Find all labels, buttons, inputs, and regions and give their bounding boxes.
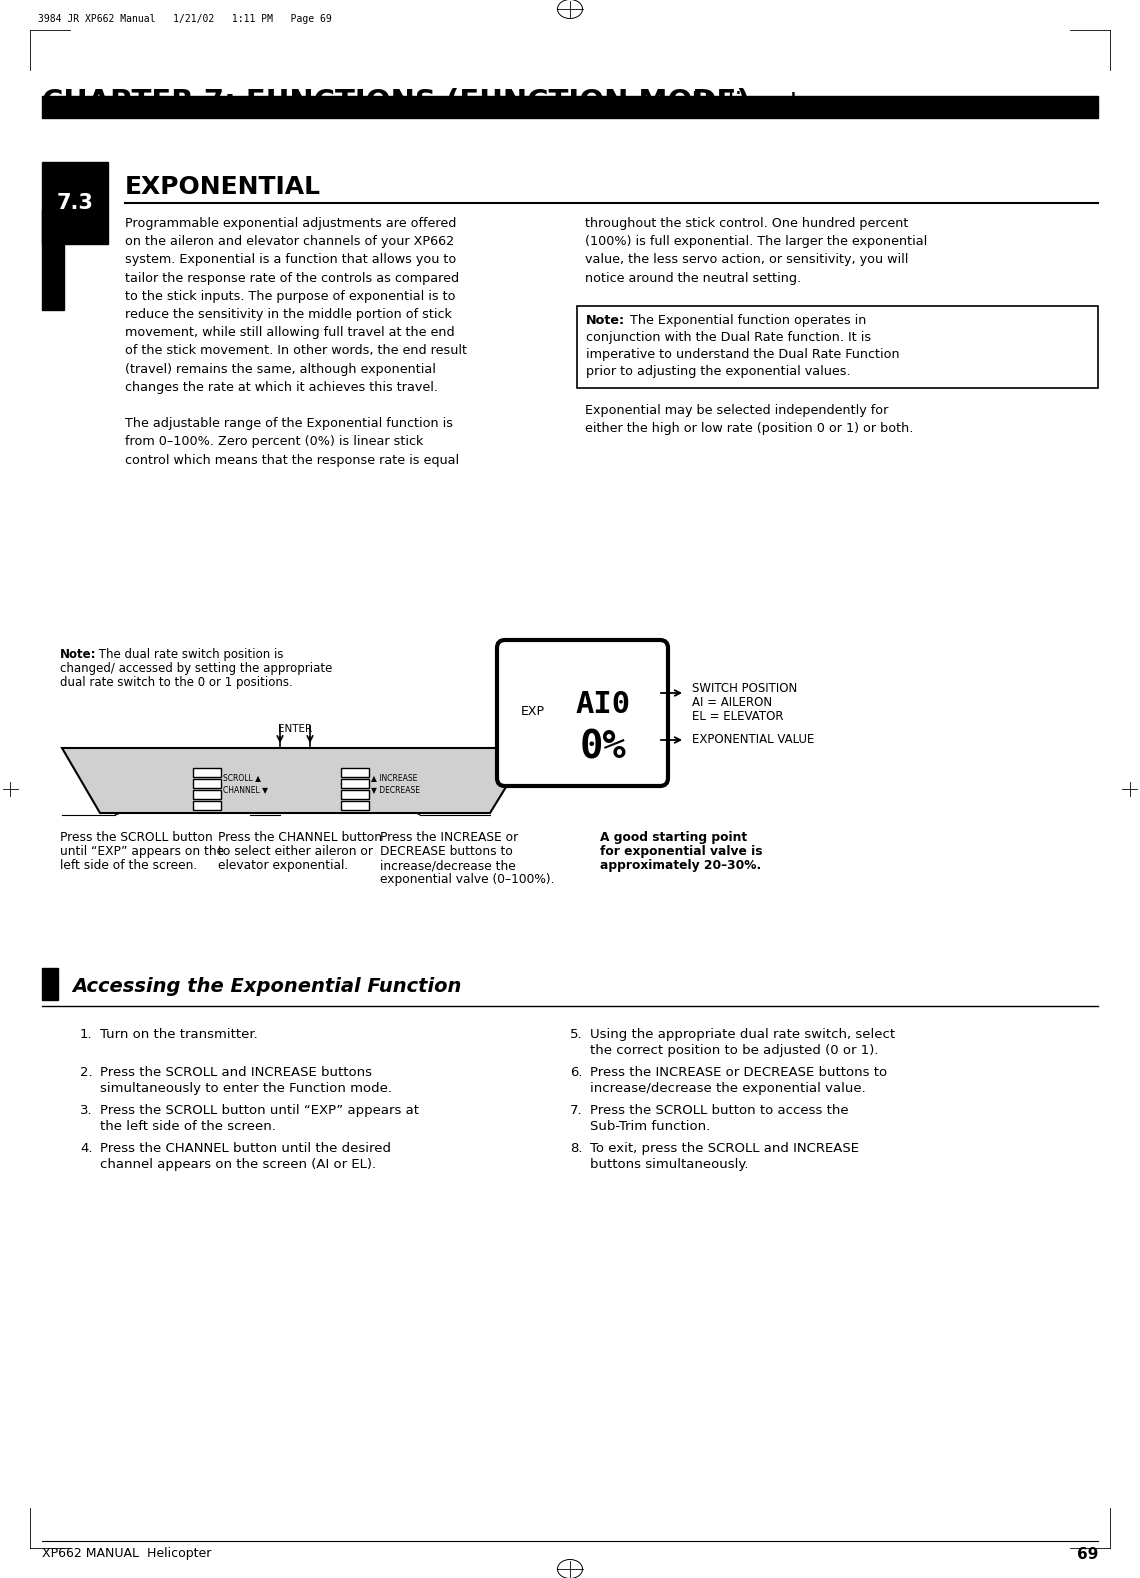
Bar — [42, 163, 108, 245]
Text: buttons simultaneously.: buttons simultaneously. — [591, 1158, 749, 1171]
Text: EXP: EXP — [521, 704, 545, 718]
Text: 69: 69 — [1076, 1546, 1098, 1562]
Text: 0%: 0% — [579, 727, 626, 765]
Text: Press the CHANNEL button: Press the CHANNEL button — [218, 832, 382, 844]
Text: The Exponential function operates in: The Exponential function operates in — [626, 314, 866, 327]
Text: conjunction with the Dual Rate function. It is: conjunction with the Dual Rate function.… — [586, 331, 871, 344]
Text: EXPONENTIAL VALUE: EXPONENTIAL VALUE — [692, 734, 814, 746]
Text: (travel) remains the same, although exponential: (travel) remains the same, although expo… — [125, 363, 435, 376]
Text: exponential valve (0–100%).: exponential valve (0–100%). — [380, 873, 554, 885]
Text: Exponential may be selected independently for: Exponential may be selected independentl… — [585, 404, 888, 417]
Text: notice around the neutral setting.: notice around the neutral setting. — [585, 271, 801, 284]
Text: Using the appropriate dual rate switch, select: Using the appropriate dual rate switch, … — [591, 1027, 895, 1041]
Text: simultaneously to enter the Function mode.: simultaneously to enter the Function mod… — [100, 1083, 392, 1095]
Bar — [42, 967, 58, 1000]
Text: 4.: 4. — [80, 1142, 92, 1155]
Text: elevator exponential.: elevator exponential. — [218, 858, 348, 873]
Bar — [42, 96, 1098, 118]
Text: · Helicopter: · Helicopter — [666, 92, 828, 117]
FancyBboxPatch shape — [497, 641, 668, 786]
Text: ▲ INCREASE: ▲ INCREASE — [370, 773, 417, 783]
Text: Accessing the Exponential Function: Accessing the Exponential Function — [72, 977, 462, 996]
Text: Turn on the transmitter.: Turn on the transmitter. — [100, 1027, 258, 1041]
Text: channel appears on the screen (AI or EL).: channel appears on the screen (AI or EL)… — [100, 1158, 376, 1171]
Text: control which means that the response rate is equal: control which means that the response ra… — [125, 453, 459, 467]
Text: changed/ accessed by setting the appropriate: changed/ accessed by setting the appropr… — [60, 663, 333, 675]
Text: the left side of the screen.: the left side of the screen. — [100, 1120, 276, 1133]
Text: tailor the response rate of the controls as compared: tailor the response rate of the controls… — [125, 271, 459, 284]
Text: 1.: 1. — [80, 1027, 92, 1041]
Text: Programmable exponential adjustments are offered: Programmable exponential adjustments are… — [125, 218, 456, 230]
Text: XP662 MANUAL  Helicopter: XP662 MANUAL Helicopter — [42, 1546, 211, 1561]
Text: (100%) is full exponential. The larger the exponential: (100%) is full exponential. The larger t… — [585, 235, 927, 248]
Text: increase/decrease the exponential value.: increase/decrease the exponential value. — [591, 1083, 865, 1095]
Text: prior to adjusting the exponential values.: prior to adjusting the exponential value… — [586, 365, 850, 379]
Bar — [577, 306, 1098, 388]
Text: ENTER: ENTER — [278, 724, 312, 734]
Text: throughout the stick control. One hundred percent: throughout the stick control. One hundre… — [585, 218, 909, 230]
Text: Press the SCROLL and INCREASE buttons: Press the SCROLL and INCREASE buttons — [100, 1067, 372, 1079]
Bar — [193, 791, 221, 798]
Text: changes the rate at which it achieves this travel.: changes the rate at which it achieves th… — [125, 380, 438, 394]
Bar — [341, 791, 369, 798]
Bar — [341, 802, 369, 810]
Text: system. Exponential is a function that allows you to: system. Exponential is a function that a… — [125, 254, 456, 267]
Text: ▼ DECREASE: ▼ DECREASE — [370, 784, 420, 794]
Text: 7.3: 7.3 — [57, 193, 93, 213]
Text: The dual rate switch position is: The dual rate switch position is — [95, 649, 284, 661]
Text: increase/decrease the: increase/decrease the — [380, 858, 515, 873]
Text: CHANNEL ▼: CHANNEL ▼ — [223, 784, 268, 794]
Text: from 0–100%. Zero percent (0%) is linear stick: from 0–100%. Zero percent (0%) is linear… — [125, 436, 423, 448]
Text: to the stick inputs. The purpose of exponential is to: to the stick inputs. The purpose of expo… — [125, 290, 456, 303]
Text: 5.: 5. — [570, 1027, 583, 1041]
Text: until “EXP” appears on the: until “EXP” appears on the — [60, 844, 225, 858]
Text: AI = AILERON: AI = AILERON — [692, 696, 772, 709]
Text: on the aileron and elevator channels of your XP662: on the aileron and elevator channels of … — [125, 235, 454, 248]
Text: Press the INCREASE or: Press the INCREASE or — [380, 832, 519, 844]
Text: left side of the screen.: left side of the screen. — [60, 858, 197, 873]
Text: value, the less servo action, or sensitivity, you will: value, the less servo action, or sensiti… — [585, 254, 909, 267]
Text: Press the SCROLL button: Press the SCROLL button — [60, 832, 213, 844]
Text: of the stick movement. In other words, the end result: of the stick movement. In other words, t… — [125, 344, 467, 357]
Text: to select either aileron or: to select either aileron or — [218, 844, 373, 858]
Text: imperative to understand the Dual Rate Function: imperative to understand the Dual Rate F… — [586, 349, 899, 361]
Text: either the high or low rate (position 0 or 1) or both.: either the high or low rate (position 0 … — [585, 423, 913, 436]
Text: 3.: 3. — [80, 1105, 92, 1117]
Text: A good starting point: A good starting point — [600, 832, 747, 844]
Bar — [42, 210, 64, 309]
Bar — [193, 780, 221, 787]
Text: 6.: 6. — [570, 1067, 583, 1079]
Text: reduce the sensitivity in the middle portion of stick: reduce the sensitivity in the middle por… — [125, 308, 451, 320]
Text: approximately 20–30%.: approximately 20–30%. — [600, 858, 762, 873]
Bar — [341, 768, 369, 776]
Text: 8.: 8. — [570, 1142, 583, 1155]
Bar — [341, 780, 369, 787]
Text: Press the SCROLL button until “EXP” appears at: Press the SCROLL button until “EXP” appe… — [100, 1105, 420, 1117]
Text: Press the SCROLL button to access the: Press the SCROLL button to access the — [591, 1105, 848, 1117]
Bar — [193, 802, 221, 810]
Text: movement, while still allowing full travel at the end: movement, while still allowing full trav… — [125, 327, 455, 339]
Text: CHAPTER 7: FUNCTIONS (FUNCTION MODE): CHAPTER 7: FUNCTIONS (FUNCTION MODE) — [42, 88, 750, 117]
Text: 2.: 2. — [80, 1067, 92, 1079]
Text: The adjustable range of the Exponential function is: The adjustable range of the Exponential … — [125, 417, 453, 431]
Text: 7.: 7. — [570, 1105, 583, 1117]
Text: 3984 JR XP662 Manual   1/21/02   1:11 PM   Page 69: 3984 JR XP662 Manual 1/21/02 1:11 PM Pag… — [38, 14, 332, 24]
Text: dual rate switch to the 0 or 1 positions.: dual rate switch to the 0 or 1 positions… — [60, 675, 293, 690]
Text: To exit, press the SCROLL and INCREASE: To exit, press the SCROLL and INCREASE — [591, 1142, 860, 1155]
Bar — [193, 768, 221, 776]
Text: AI0: AI0 — [576, 690, 630, 720]
Text: the correct position to be adjusted (0 or 1).: the correct position to be adjusted (0 o… — [591, 1045, 879, 1057]
Text: EL = ELEVATOR: EL = ELEVATOR — [692, 710, 783, 723]
Text: Note:: Note: — [60, 649, 97, 661]
Text: Note:: Note: — [586, 314, 625, 327]
Text: DECREASE buttons to: DECREASE buttons to — [380, 844, 513, 858]
Text: SCROLL ▲: SCROLL ▲ — [223, 773, 261, 783]
Text: Press the CHANNEL button until the desired: Press the CHANNEL button until the desir… — [100, 1142, 391, 1155]
Text: Press the INCREASE or DECREASE buttons to: Press the INCREASE or DECREASE buttons t… — [591, 1067, 887, 1079]
Text: Sub-Trim function.: Sub-Trim function. — [591, 1120, 710, 1133]
Text: EXPONENTIAL: EXPONENTIAL — [125, 175, 321, 199]
Text: for exponential valve is: for exponential valve is — [600, 844, 763, 858]
Text: SWITCH POSITION: SWITCH POSITION — [692, 682, 797, 694]
Polygon shape — [62, 748, 530, 813]
